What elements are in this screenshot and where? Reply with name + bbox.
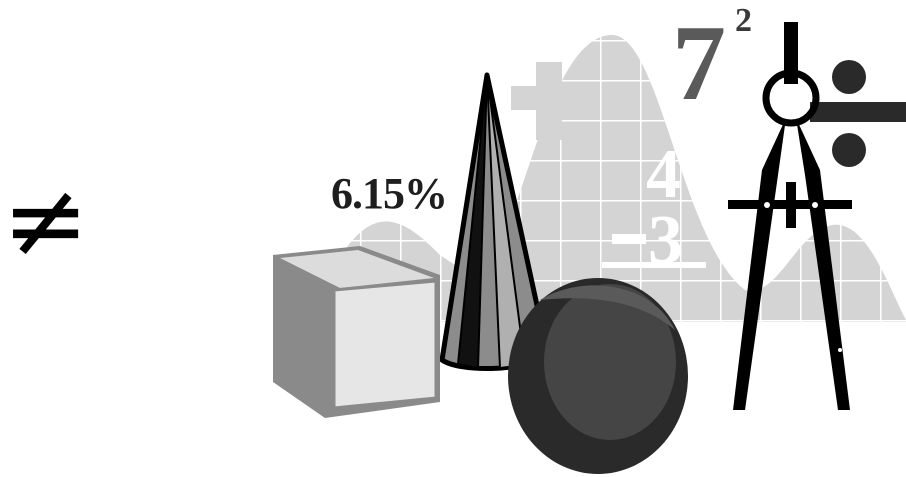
sphere-shape xyxy=(508,278,688,474)
cone-shape xyxy=(439,72,551,372)
minus-sign-icon xyxy=(602,234,706,268)
plus-sign-icon xyxy=(511,62,587,140)
power-base: 7 xyxy=(672,4,726,123)
subtraction-top-number: 4 xyxy=(646,136,681,213)
not-equal-sign: ≠ xyxy=(2,159,90,281)
cube-shape xyxy=(273,246,440,418)
percent-label: 6.15% xyxy=(331,169,448,218)
compass-icon xyxy=(728,22,852,410)
power-exponent: 2 xyxy=(735,2,752,39)
subtraction-bottom-number: 3 xyxy=(648,202,683,279)
division-sign-icon xyxy=(810,60,906,167)
